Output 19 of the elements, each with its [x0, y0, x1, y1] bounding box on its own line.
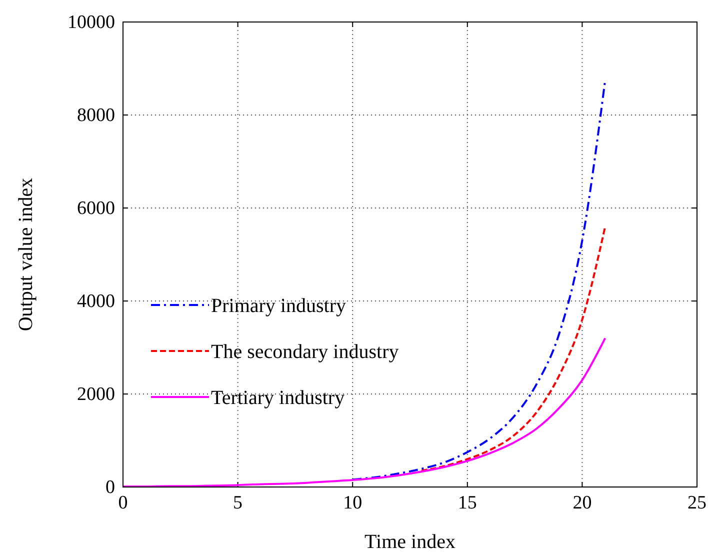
legend-label: The secondary industry	[211, 341, 399, 363]
x-tick-label: 15	[458, 492, 477, 514]
y-tick-label: 6000	[77, 198, 115, 220]
y-tick-label: 8000	[77, 105, 115, 126]
y-tick-label: 0	[106, 477, 115, 498]
x-tick-label: 5	[233, 492, 243, 514]
x-tick-label: 10	[343, 492, 362, 514]
y-tick-label: 4000	[77, 291, 115, 312]
y-tick-label: 2000	[77, 384, 115, 406]
x-tick-label: 0	[118, 492, 128, 514]
y-axis-title: Output value index	[15, 178, 37, 332]
x-axis-title: Time index	[364, 531, 456, 553]
legend-label: Primary industry	[211, 295, 346, 317]
y-tick-label: 10000	[68, 12, 115, 34]
x-tick-label: 20	[572, 492, 592, 514]
line-series	[420, 226, 606, 472]
legend-label: Tertiary industry	[211, 387, 345, 409]
line-series	[122, 337, 606, 488]
x-tick-label: 25	[688, 492, 706, 514]
